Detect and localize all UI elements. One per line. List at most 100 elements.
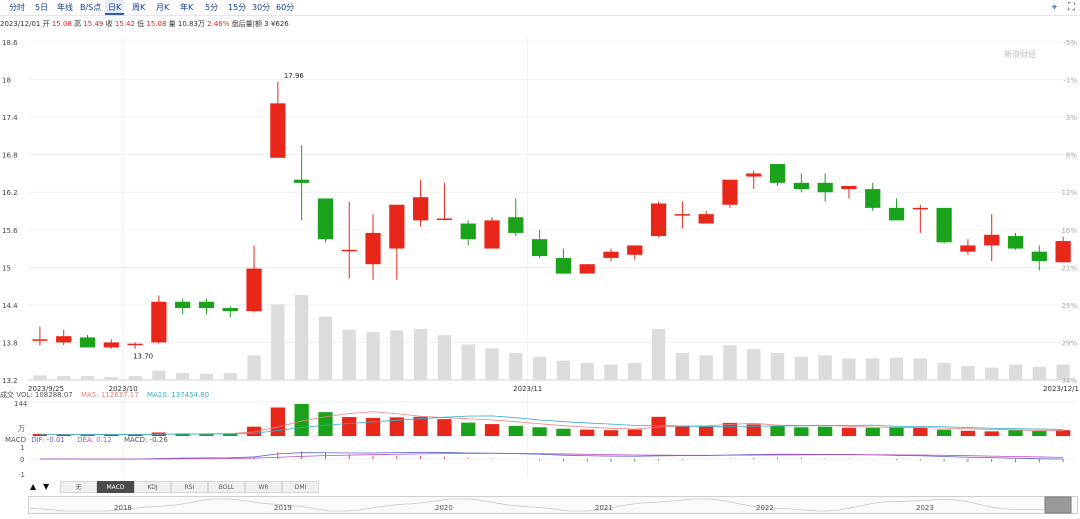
indicator-tab-none[interactable]: 无: [60, 481, 97, 493]
macd-tick-1: 1: [20, 444, 25, 452]
pct-tick-label: 21%: [1061, 264, 1077, 272]
panel-volume-bar: [80, 434, 95, 436]
candle-body: [460, 223, 476, 240]
volume-bar: [985, 367, 999, 380]
panel-volume-bar: [508, 425, 523, 436]
y-tick-label: 13.8: [2, 339, 18, 347]
indicator-tab-rsi[interactable]: RSI: [171, 481, 208, 493]
tab-60min[interactable]: 60分: [276, 3, 295, 12]
dea-line: [39, 453, 1064, 460]
candle-body: [698, 214, 714, 224]
indicator-tab-macd[interactable]: MACD: [97, 481, 134, 493]
volume-bar: [818, 355, 832, 380]
volume-bar: [770, 352, 785, 380]
volume-bar: [699, 355, 713, 380]
y-tick-label: 14.4: [2, 302, 18, 310]
volume-bar: [651, 329, 666, 380]
tab-30min[interactable]: 30分: [252, 3, 271, 12]
tab-intraday[interactable]: 分时: [9, 3, 25, 12]
tab-daily-k[interactable]: 日K: [105, 0, 125, 15]
x-tick-label: 2023/12/1: [1043, 385, 1079, 393]
extreme-price-label: 17.96: [284, 72, 305, 80]
panel-volume-bar: [818, 426, 833, 436]
crosshair-icon[interactable]: ⌖: [1051, 2, 1058, 13]
quote-info: 2023/12/01 开 15.08 高 15.49 收 15.42 低 15.…: [0, 19, 289, 29]
candle-body: [888, 207, 905, 221]
candle-body: [531, 239, 548, 257]
volume-bar: [580, 363, 594, 380]
y-tick-label: 18: [2, 77, 11, 85]
panel-volume-bar: [1032, 431, 1047, 436]
panel-volume-bar: [1008, 430, 1023, 436]
volume-bar: [318, 316, 333, 380]
panel-volume-bar: [936, 429, 952, 436]
panel-volume-bar: [342, 417, 357, 436]
macd-panel-title: MACD DIF: -0.01 DEA: 0.12 MACD: -0.26: [5, 436, 168, 445]
candle-body: [389, 204, 405, 249]
tab-5day[interactable]: 5日: [35, 3, 49, 12]
arrow-up-icon[interactable]: ▲: [30, 482, 37, 491]
candle-body: [627, 245, 643, 255]
panel-volume-bar: [603, 430, 619, 436]
volume-bar: [271, 304, 285, 380]
indicator-tab-dmi[interactable]: DMI: [282, 481, 319, 493]
volume-bar: [57, 376, 71, 380]
volume-bar: [33, 375, 47, 380]
candle-body: [484, 220, 500, 249]
x-tick-label: 2023/10: [109, 385, 138, 393]
panel-volume-bar: [127, 434, 143, 436]
arrow-down-icon[interactable]: ▼: [43, 482, 50, 491]
volume-bar: [723, 345, 737, 380]
y-tick-label: 13.2: [2, 377, 18, 385]
volume-bar: [199, 373, 214, 380]
candle-body: [674, 214, 690, 216]
indicator-tab-boll[interactable]: BOLL: [208, 481, 245, 493]
indicator-tab-kdj[interactable]: KDJ: [134, 481, 171, 493]
panel-volume-bar: [651, 416, 666, 436]
tab-yearly-k[interactable]: 年K: [180, 3, 194, 12]
volume-panel: [28, 401, 1075, 437]
panel-volume-bar: [865, 427, 880, 436]
tab-yearline[interactable]: 年线: [57, 3, 73, 12]
candle-body: [793, 182, 809, 190]
candle-body: [817, 182, 833, 193]
candle-body: [32, 339, 48, 341]
pct-tick-label: 8%: [1066, 152, 1077, 160]
candle-body: [508, 217, 524, 233]
panel-volume-bar: [984, 431, 999, 436]
nav-year-2021: 2021: [595, 504, 613, 512]
expand-icon[interactable]: ⛶: [1068, 2, 1075, 13]
volume-bars: [33, 295, 1070, 380]
high-value: 15.49: [83, 20, 104, 28]
tab-bs-points[interactable]: B/S点: [80, 3, 102, 12]
axis-labels: 13.2 34% 13.8 29% 14.4 25% 15 21% 15.6 16% 16.2 12%…: [2, 39, 1079, 393]
volume-bar: [889, 357, 904, 380]
candle-body: [960, 245, 976, 252]
panel-volume-bar: [484, 424, 500, 436]
ma5-label: MA5: 112637.17: [80, 391, 139, 399]
x-tick-label: 2023/11: [513, 385, 542, 393]
candle-body: [198, 301, 215, 309]
high-label: 高: [74, 20, 82, 28]
volume-bar: [509, 352, 523, 380]
y-tick-label: 15: [2, 264, 11, 272]
panel-volume-bar: [365, 417, 381, 436]
volume-bar: [604, 364, 618, 380]
tab-5min[interactable]: 5分: [205, 3, 219, 12]
volume-bar: [913, 358, 927, 380]
macd-name-label: MACD: [5, 436, 26, 444]
macd-panel: [28, 451, 1075, 463]
dea-label: DEA: 0.12: [77, 436, 112, 444]
candle-body: [127, 343, 143, 346]
volume-bar: [247, 355, 261, 380]
panel-volume-bar: [746, 424, 761, 436]
tab-monthly-k[interactable]: 月K: [156, 3, 170, 12]
tab-weekly-k[interactable]: 周K: [132, 3, 146, 12]
y-tick-label: 17.4: [2, 114, 18, 122]
tab-15min[interactable]: 15分: [228, 3, 247, 12]
indicator-tab-wr[interactable]: WR: [245, 481, 282, 493]
candle-body: [56, 336, 72, 343]
y-tick-label: 18.6: [2, 39, 18, 47]
pct-tick-label: -1%: [1063, 77, 1077, 85]
